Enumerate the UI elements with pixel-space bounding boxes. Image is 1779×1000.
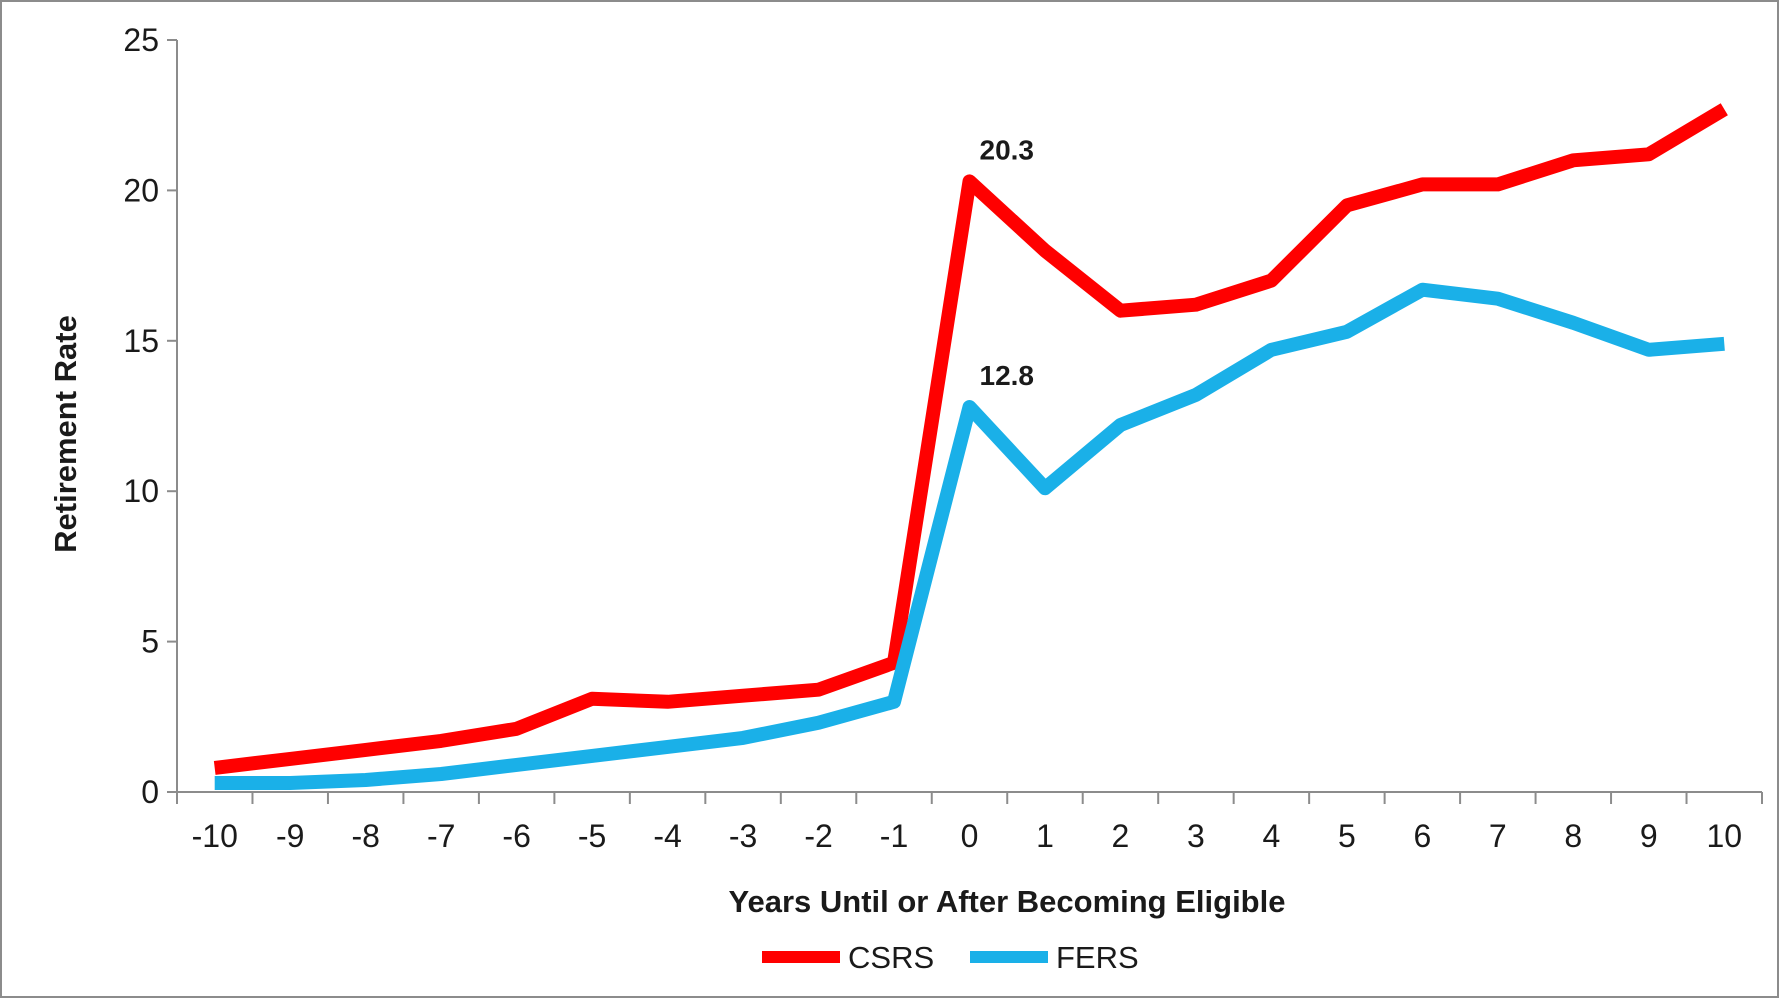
data-point-csrs — [440, 740, 442, 742]
data-label-fers: 12.8 — [980, 360, 1035, 391]
data-point-fers — [516, 764, 518, 766]
data-point-fers — [742, 737, 744, 739]
legend-label-csrs: CSRS — [848, 940, 934, 975]
data-point-csrs — [969, 180, 971, 182]
y-tick-label: 10 — [123, 473, 159, 509]
x-tick-label: -7 — [427, 818, 455, 854]
data-point-csrs — [1723, 108, 1725, 110]
legend-label-fers: FERS — [1056, 940, 1139, 975]
x-tick-label: 4 — [1263, 818, 1281, 854]
x-tick-label: 1 — [1036, 818, 1054, 854]
data-point-csrs — [1421, 183, 1423, 185]
data-point-csrs — [893, 662, 895, 664]
data-point-csrs — [818, 689, 820, 691]
data-point-fers — [818, 722, 820, 724]
y-axis-title: Retirement Rate — [48, 315, 83, 553]
data-point-fers — [591, 755, 593, 757]
data-point-fers — [893, 701, 895, 703]
data-point-csrs — [667, 701, 669, 703]
x-tick-label: -10 — [192, 818, 238, 854]
data-point-fers — [1723, 343, 1725, 345]
data-point-fers — [1270, 349, 1272, 351]
data-point-fers — [1497, 298, 1499, 300]
data-point-fers — [1119, 424, 1121, 426]
x-tick-label: 10 — [1706, 818, 1742, 854]
data-point-csrs — [1346, 204, 1348, 206]
data-point-csrs — [1044, 250, 1046, 252]
data-point-fers — [214, 782, 216, 784]
data-point-csrs — [1648, 153, 1650, 155]
data-point-fers — [667, 746, 669, 748]
data-point-csrs — [1195, 304, 1197, 306]
x-tick-label: 9 — [1640, 818, 1658, 854]
x-tick-label: -5 — [578, 818, 606, 854]
y-tick-label: 5 — [141, 624, 159, 660]
data-point-fers — [1572, 322, 1574, 324]
x-tick-label: -3 — [729, 818, 757, 854]
x-tick-label: 5 — [1338, 818, 1356, 854]
data-point-fers — [440, 773, 442, 775]
data-point-csrs — [214, 767, 216, 769]
data-point-fers — [289, 782, 291, 784]
x-tick-label: -8 — [351, 818, 379, 854]
x-tick-label: 0 — [961, 818, 979, 854]
x-tick-label: 2 — [1112, 818, 1130, 854]
labels-layer: 20.3 12.8 — [980, 134, 1035, 391]
data-point-csrs — [516, 728, 518, 730]
legend-swatch-csrs — [762, 951, 840, 963]
data-point-fers — [1195, 394, 1197, 396]
data-point-fers — [365, 779, 367, 781]
x-tick-label: -2 — [804, 818, 832, 854]
data-point-fers — [969, 406, 971, 408]
x-tick-label: 3 — [1187, 818, 1205, 854]
data-point-fers — [1044, 487, 1046, 489]
x-tick-label: -1 — [880, 818, 908, 854]
y-tick-label: 25 — [123, 22, 159, 58]
legend-swatch-fers — [970, 951, 1048, 963]
x-axis-title: Years Until or After Becoming Eligible — [729, 884, 1286, 919]
legend: CSRS FERS — [762, 940, 1139, 975]
series-line-csrs — [213, 103, 1728, 775]
data-point-csrs — [1572, 159, 1574, 161]
y-tick-label: 20 — [123, 172, 159, 208]
data-point-csrs — [1270, 280, 1272, 282]
data-point-csrs — [289, 758, 291, 760]
data-point-fers — [1346, 331, 1348, 333]
x-tick-label: 6 — [1413, 818, 1431, 854]
y-tick-label: 0 — [141, 774, 159, 810]
data-point-fers — [1648, 349, 1650, 351]
x-tick-label: -4 — [653, 818, 681, 854]
series-layer — [213, 103, 1728, 790]
data-point-csrs — [365, 749, 367, 751]
x-tick-label: -6 — [502, 818, 530, 854]
data-point-fers — [1421, 289, 1423, 291]
data-point-csrs — [1119, 310, 1121, 312]
data-point-csrs — [742, 695, 744, 697]
data-point-csrs — [1497, 183, 1499, 185]
series-line-fers — [214, 282, 1725, 790]
x-tick-label: 7 — [1489, 818, 1507, 854]
data-label-csrs: 20.3 — [980, 134, 1035, 165]
data-point-csrs — [591, 698, 593, 700]
y-tick-label: 15 — [123, 323, 159, 359]
x-tick-label: -9 — [276, 818, 304, 854]
x-tick-label: 8 — [1564, 818, 1582, 854]
